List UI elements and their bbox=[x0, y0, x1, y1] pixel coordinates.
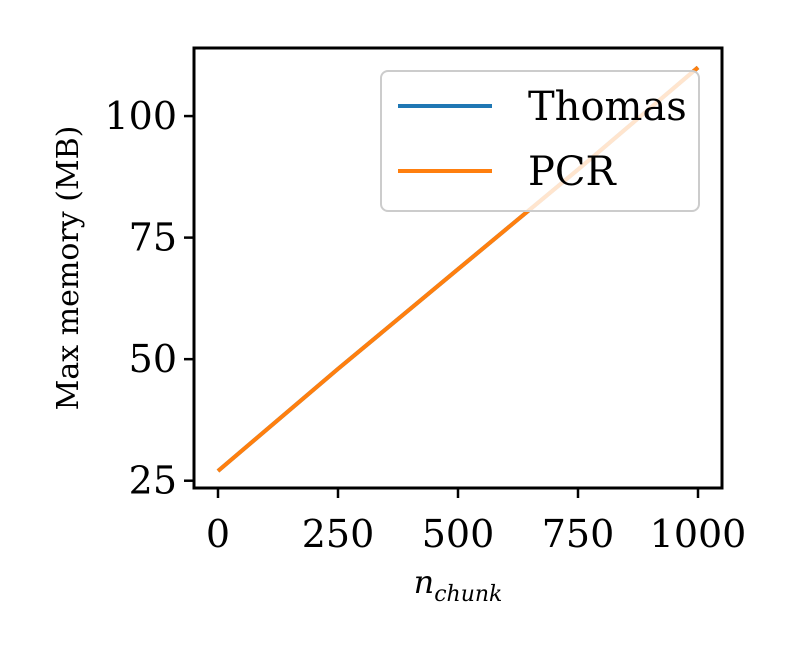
x-axis-label: nchunk bbox=[414, 563, 503, 607]
legend-label-thomas: Thomas bbox=[528, 84, 687, 130]
x-axis-label-subscript: chunk bbox=[434, 582, 502, 607]
x-tick-label: 250 bbox=[302, 512, 375, 556]
x-tick-label: 500 bbox=[422, 512, 495, 556]
x-axis-label-base: n bbox=[414, 563, 435, 601]
y-tick-label: 75 bbox=[129, 216, 177, 260]
y-tick-label: 50 bbox=[129, 337, 177, 381]
x-tick-label: 750 bbox=[542, 512, 615, 556]
tick-layer: 0 250 500 750 1000 25 50 75 100 bbox=[104, 94, 746, 556]
y-tick-label: 25 bbox=[129, 459, 177, 503]
x-tick-label: 1000 bbox=[650, 512, 747, 556]
legend: Thomas PCR bbox=[380, 70, 700, 212]
legend-label-pcr: PCR bbox=[528, 149, 618, 195]
y-axis-label: Max memory (MB) bbox=[51, 126, 86, 411]
y-tick-label: 100 bbox=[104, 94, 177, 138]
x-tick-label: 0 bbox=[206, 512, 230, 556]
